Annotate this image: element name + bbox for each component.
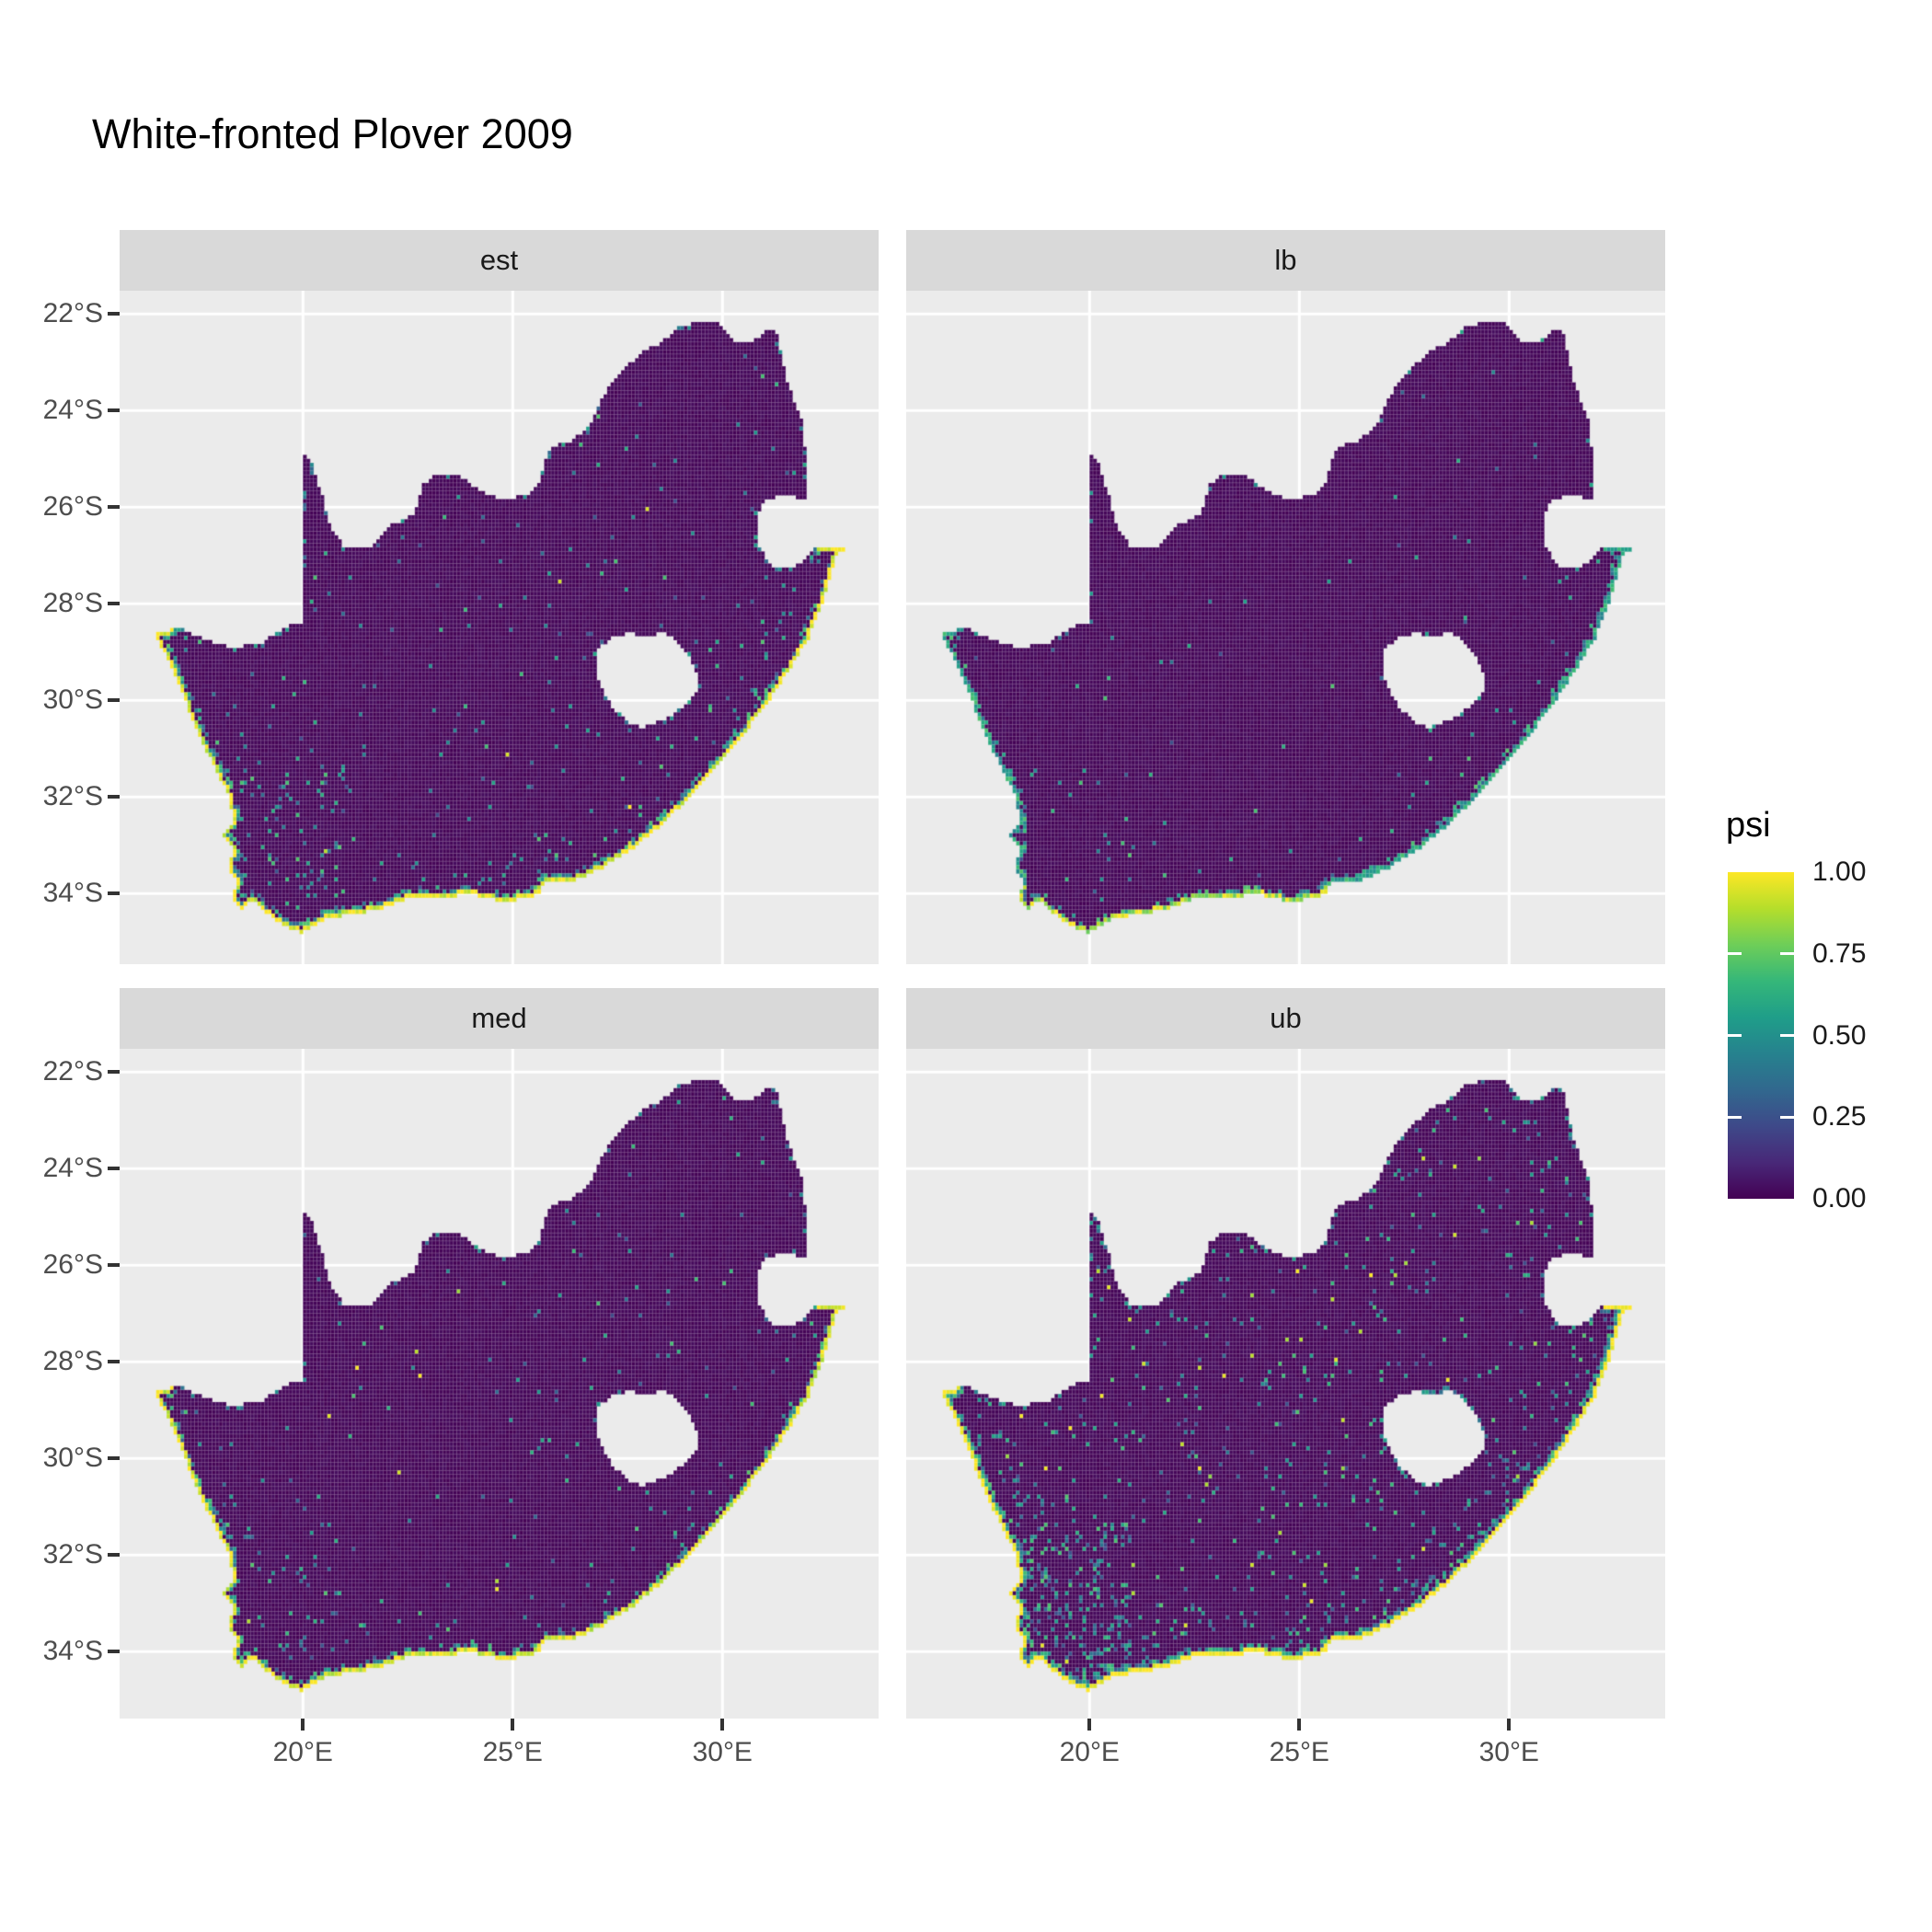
y-axis-tick	[108, 1360, 120, 1364]
x-tick-label: 30°E	[692, 1737, 753, 1767]
facet-strip-est: est	[120, 230, 879, 291]
facet-strip-ub: ub	[906, 988, 1665, 1049]
y-axis-tick	[108, 1167, 120, 1171]
map-canvas-lb	[906, 291, 1665, 964]
y-tick-label: 34°S	[42, 1636, 103, 1667]
x-tick-label: 25°E	[1269, 1737, 1329, 1767]
y-tick-label: 30°S	[42, 1443, 103, 1474]
y-axis-tick	[108, 1650, 120, 1654]
facet-strip-label: lb	[1274, 244, 1297, 276]
y-tick-label: 26°S	[42, 491, 103, 523]
facet-panel-est	[120, 291, 879, 964]
y-tick-label: 28°S	[42, 1346, 103, 1377]
y-tick-label: 28°S	[42, 588, 103, 619]
facet-panel-ub	[906, 1049, 1665, 1719]
y-tick-label: 24°S	[42, 395, 103, 426]
y-tick-label: 22°S	[42, 298, 103, 329]
x-tick-label: 20°E	[272, 1737, 333, 1767]
legend-tick-dash	[1728, 1034, 1742, 1037]
y-tick-label: 24°S	[42, 1153, 103, 1184]
legend-tick-label: 0.00	[1812, 1183, 1867, 1213]
legend-tick-dash	[1728, 952, 1742, 956]
y-axis-tick	[108, 1553, 120, 1558]
y-axis-tick	[108, 1456, 120, 1461]
map-canvas-est	[120, 291, 879, 964]
facet-strip-label: ub	[1270, 1002, 1302, 1034]
x-axis-tick	[511, 1719, 515, 1731]
legend-tick-dash	[1780, 952, 1794, 956]
map-canvas-ub	[906, 1049, 1665, 1719]
x-tick-label: 25°E	[482, 1737, 543, 1767]
y-axis-tick	[108, 698, 120, 703]
facet-strip-med: med	[120, 988, 879, 1049]
y-axis-tick	[108, 602, 120, 606]
legend-tick-label: 0.25	[1812, 1101, 1867, 1133]
x-tick-label: 30°E	[1478, 1737, 1539, 1767]
facet-strip-label: med	[471, 1002, 527, 1034]
y-tick-label: 32°S	[42, 1539, 103, 1570]
y-axis-tick	[108, 408, 120, 413]
facet-panel-lb	[906, 291, 1665, 964]
x-axis-tick	[1507, 1719, 1512, 1731]
x-axis-tick	[1297, 1719, 1302, 1731]
map-canvas-med	[120, 1049, 879, 1719]
y-axis-tick	[108, 891, 120, 896]
y-tick-label: 26°S	[42, 1249, 103, 1281]
x-axis-tick	[720, 1719, 725, 1731]
legend-tick-dash	[1728, 1115, 1742, 1119]
y-tick-label: 34°S	[42, 878, 103, 909]
x-axis-tick	[1087, 1719, 1092, 1731]
legend-title: psi	[1726, 806, 1771, 845]
y-tick-label: 32°S	[42, 781, 103, 812]
y-axis-tick	[108, 795, 120, 799]
facet-strip-lb: lb	[906, 230, 1665, 291]
y-tick-label: 22°S	[42, 1056, 103, 1087]
facet-panel-med	[120, 1049, 879, 1719]
legend-tick-label: 1.00	[1812, 857, 1867, 887]
legend-tick-label: 0.75	[1812, 937, 1867, 969]
legend-tick-dash	[1780, 1115, 1794, 1119]
plot-title: White-fronted Plover 2009	[92, 110, 573, 157]
y-axis-tick	[108, 1070, 120, 1075]
x-tick-label: 20°E	[1059, 1737, 1120, 1767]
y-axis-tick	[108, 1263, 120, 1268]
y-axis-tick	[108, 505, 120, 510]
legend-tick-label: 0.50	[1812, 1019, 1867, 1051]
y-axis-tick	[108, 312, 120, 316]
y-tick-label: 30°S	[42, 684, 103, 716]
facet-strip-label: est	[479, 244, 519, 276]
legend-tick-dash	[1780, 1034, 1794, 1037]
x-axis-tick	[301, 1719, 305, 1731]
